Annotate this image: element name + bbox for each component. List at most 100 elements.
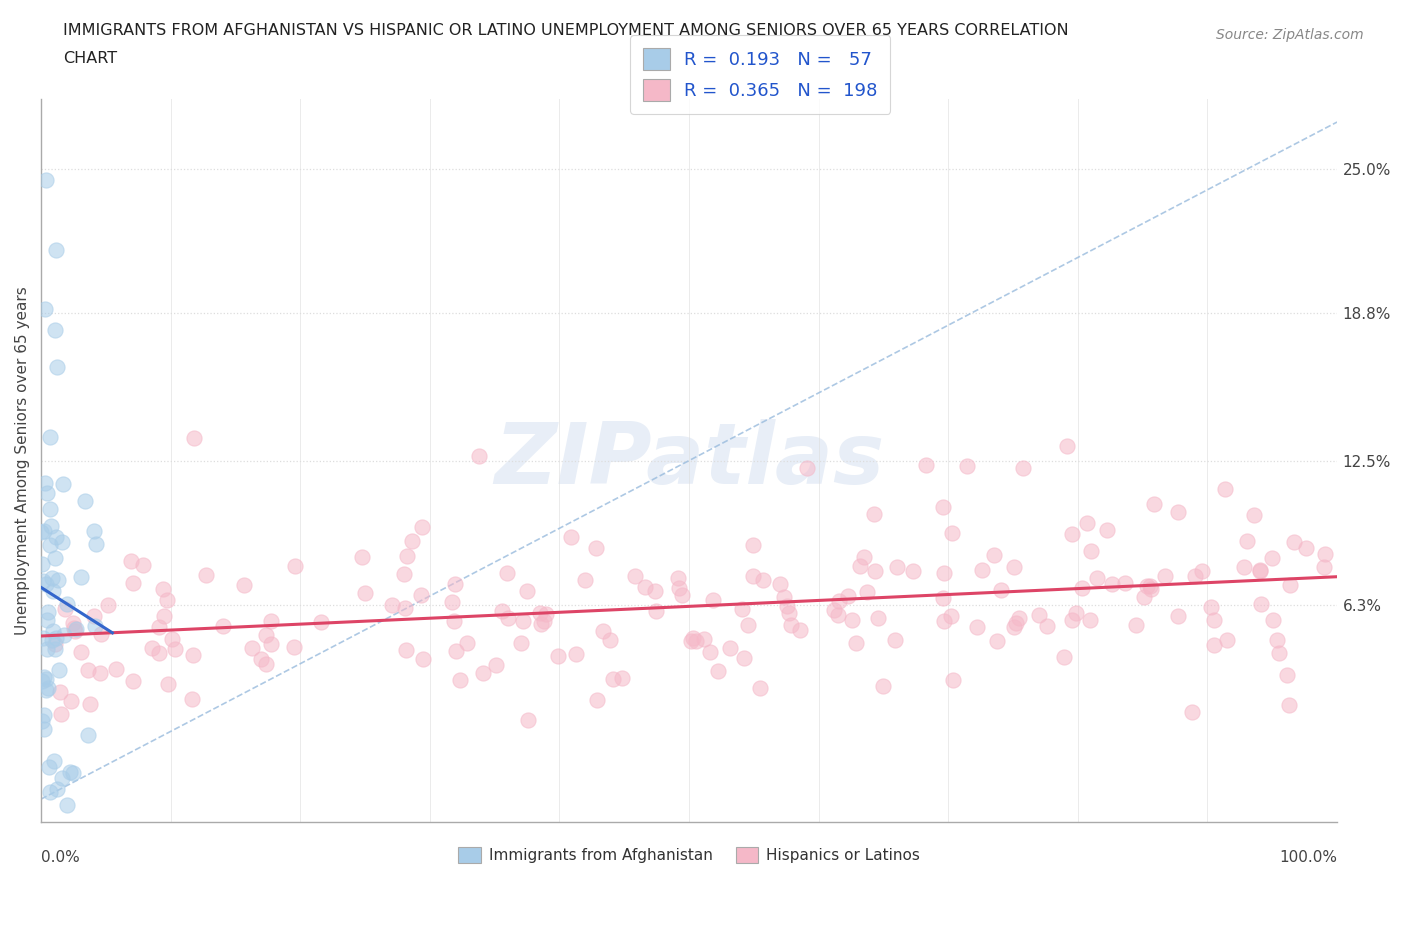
Point [1028, 607, 1050, 622]
Point [983, 547, 1005, 562]
Point [163, 642, 186, 657]
Point [1125, 618, 1147, 632]
Point [132, 557, 155, 572]
Text: 0.0%: 0.0% [41, 850, 80, 866]
Point [53, 628, 76, 643]
Point [1204, 612, 1226, 627]
Point [1233, 560, 1256, 575]
Point [51, 770, 73, 785]
Point [44, 636, 66, 651]
Point [471, 665, 494, 680]
Point [121, 673, 143, 688]
Point [586, 693, 609, 708]
Point [240, 641, 263, 656]
Point [682, 631, 704, 646]
Point [354, 585, 377, 600]
Point [932, 499, 955, 514]
Point [69, 645, 91, 660]
Point [44, 642, 66, 657]
Point [32, 574, 55, 589]
Point [693, 631, 716, 646]
Point [38, 501, 60, 516]
Point [592, 623, 614, 638]
Point [31, 557, 53, 572]
Point [742, 568, 765, 583]
Point [211, 618, 233, 633]
Text: CHART: CHART [63, 51, 117, 66]
Point [699, 644, 721, 659]
Point [34, 475, 56, 490]
Point [1236, 534, 1258, 549]
Point [932, 614, 955, 629]
Point [1012, 461, 1035, 476]
Point [1060, 527, 1083, 542]
Point [381, 597, 404, 612]
Point [624, 568, 647, 583]
Point [35, 173, 58, 188]
Point [1101, 577, 1123, 591]
Point [1250, 596, 1272, 611]
Point [65, 624, 87, 639]
Point [1167, 505, 1189, 520]
Point [443, 614, 465, 629]
Point [1167, 608, 1189, 623]
Point [31, 673, 53, 688]
Point [731, 602, 754, 617]
Point [35, 612, 58, 627]
Point [122, 576, 145, 591]
Point [46, 360, 69, 375]
Point [1267, 645, 1289, 660]
Point [76, 663, 98, 678]
Point [841, 613, 863, 628]
Point [853, 550, 876, 565]
Point [932, 591, 955, 605]
Point [395, 549, 418, 564]
Point [1140, 581, 1163, 596]
Point [856, 585, 879, 600]
Point [681, 633, 703, 648]
Point [468, 449, 491, 464]
Point [309, 614, 332, 629]
Point [941, 525, 963, 540]
Point [1002, 560, 1025, 575]
Point [45, 530, 67, 545]
Point [1008, 610, 1031, 625]
Point [862, 507, 884, 522]
Point [1282, 535, 1305, 550]
Point [35, 671, 58, 686]
Point [59, 765, 82, 780]
Text: IMMIGRANTS FROM AFGHANISTAN VS HISPANIC OR LATINO UNEMPLOYMENT AMONG SENIORS OVE: IMMIGRANTS FROM AFGHANISTAN VS HISPANIC … [63, 23, 1069, 38]
Point [394, 601, 416, 616]
Point [51, 535, 73, 550]
Text: ZIPatlas: ZIPatlas [494, 419, 884, 502]
Point [866, 611, 889, 626]
Point [46, 782, 69, 797]
Point [156, 592, 179, 607]
Point [602, 671, 624, 686]
Point [901, 564, 924, 578]
Point [37, 681, 59, 696]
Point [141, 641, 163, 656]
Point [160, 631, 183, 646]
Point [39, 430, 62, 445]
Y-axis label: Unemployment Among Seniors over 65 years: Unemployment Among Seniors over 65 years [15, 286, 30, 635]
Point [41, 570, 63, 585]
Point [38, 760, 60, 775]
Point [534, 606, 557, 621]
Point [148, 619, 170, 634]
Text: Source: ZipAtlas.com: Source: ZipAtlas.com [1216, 28, 1364, 42]
Point [444, 644, 467, 658]
Point [939, 608, 962, 623]
Point [827, 608, 849, 623]
Point [668, 581, 690, 596]
Point [1249, 564, 1271, 578]
Point [1095, 522, 1118, 537]
Point [32, 670, 55, 684]
Point [35, 642, 58, 657]
Point [1114, 576, 1136, 591]
Point [612, 671, 634, 686]
Point [1313, 547, 1336, 562]
Point [194, 567, 217, 582]
Point [249, 652, 271, 667]
Point [1313, 560, 1336, 575]
